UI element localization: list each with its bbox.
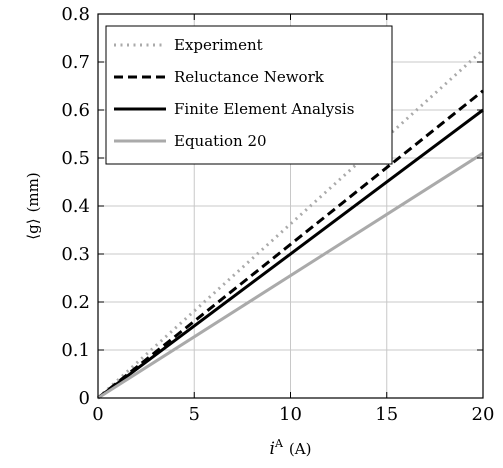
- series-line-4: [97, 151, 484, 400]
- y-axis-label-unit: (mm): [24, 172, 42, 212]
- legend-label-4: Equation 20: [174, 132, 267, 150]
- y-tick-label: 0: [79, 388, 90, 409]
- y-tick-label: 0.5: [61, 148, 90, 169]
- x-tick-label: 15: [375, 404, 398, 425]
- x-axis-label-sup: A: [274, 437, 284, 450]
- y-axis-label: ⟨g⟩ (mm): [24, 172, 42, 239]
- ticks: [97, 13, 484, 399]
- series-line-3: [97, 108, 484, 400]
- y-tick-label: 0.6: [61, 100, 90, 121]
- legend-label-3: Finite Element Analysis: [174, 100, 354, 118]
- y-tick-label: 0.4: [61, 196, 90, 217]
- x-axis-label-main: i: [270, 439, 275, 459]
- y-tick-label: 0.1: [61, 340, 90, 361]
- series-group: [96, 48, 485, 400]
- y-tick-label: 0.3: [61, 244, 90, 265]
- x-tick-label: 20: [472, 404, 495, 425]
- series-line-1: [96, 48, 485, 400]
- y-tick-label: 0.8: [61, 4, 90, 25]
- y-axis-label-main: ⟨g⟩: [24, 218, 42, 239]
- legend-label-2: Reluctance Nework: [174, 68, 325, 86]
- tick-labels: 0 5 10 15 20 0 0.1 0.2 0.3 0.4 0.5 0.6 0.7 0.8: [61, 4, 494, 425]
- x-axis-label: iA (A): [270, 437, 312, 459]
- x-tick-label: 10: [279, 404, 302, 425]
- y-tick-label: 0.7: [61, 52, 90, 73]
- legend-label-1: Experiment: [174, 36, 263, 54]
- x-tick-label: 0: [92, 404, 103, 425]
- legend: Experiment Reluctance Nework Finite Elemen…: [105, 25, 393, 165]
- x-axis-label-unit: (A): [289, 440, 312, 458]
- series-line-2: [97, 89, 484, 400]
- x-tick-label: 5: [189, 404, 200, 425]
- y-tick-label: 0.2: [61, 292, 90, 313]
